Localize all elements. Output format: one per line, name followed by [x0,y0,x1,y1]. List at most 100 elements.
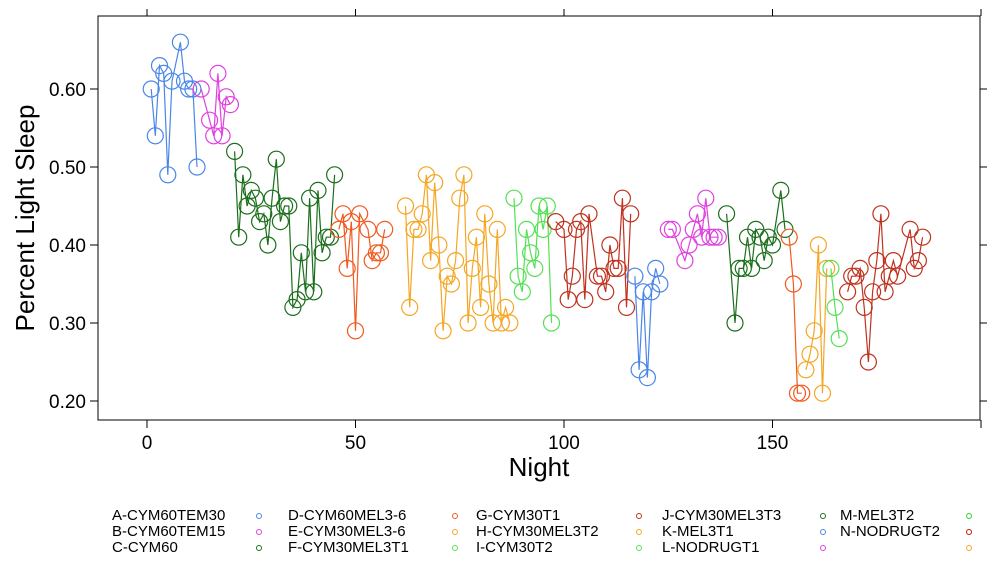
data-point [913,228,932,246]
legend-label: J-CYM30MEL3T3 [662,507,782,524]
data-point [188,158,206,176]
data-point [484,314,502,332]
legend-label: B-CYM60TEM15 [112,523,226,540]
series-line [847,213,924,363]
data-point [534,220,552,238]
data-point [505,189,523,207]
data-point [826,298,844,316]
legend-label: K-MEL3T1 [662,523,734,540]
data-point [205,127,223,145]
data-point [576,291,594,309]
data-point [497,298,515,316]
legend-item: F-CYM30MEL3T1 [288,540,464,556]
data-point [209,64,227,83]
x-tick-label: 0 [142,433,153,454]
x-axis-label: Night [509,452,570,482]
data-point [296,283,315,301]
data-point [521,244,540,262]
series-line [668,198,719,263]
data-point [747,220,765,238]
data-point [697,189,715,207]
data-point [601,236,619,254]
data-point [213,127,231,145]
y-tick-label: 0.40 [49,236,86,257]
data-point [396,197,415,215]
data-point [150,56,169,75]
data-point [759,228,777,246]
legend-symbol [256,545,262,551]
series-i-cym30t2 [822,259,848,348]
data-point [709,228,727,246]
series-layer [142,33,932,402]
data-point [401,298,419,316]
data-point [822,259,840,277]
series-line [555,198,632,308]
legend-label: M-MEL3T2 [840,507,915,524]
series-n-nodrugt2 [838,205,932,371]
data-point [447,252,465,270]
data-point [818,259,836,277]
data-point [163,72,181,90]
data-point [455,166,473,184]
series-line [200,73,231,136]
series-d-cym60mel3-6 [330,205,394,340]
series-line [338,211,386,331]
data-point [688,205,707,223]
legend-label: G-CYM30T1 [476,507,561,524]
data-point [863,283,882,301]
series-m-mel3t2 [780,228,811,402]
series-c-cym60 [226,142,344,316]
data-point [676,252,694,270]
data-point [909,252,928,270]
legend-label: E-CYM30MEL3-6 [288,523,406,540]
legend-item: H-CYM30MEL3T2 [476,524,648,540]
data-point [367,244,385,262]
data-point [513,283,531,301]
data-point [634,283,652,301]
data-point [772,181,790,199]
data-point [880,267,898,285]
data-point [463,259,481,277]
data-point [868,252,886,270]
data-point [663,220,682,238]
data-point [438,267,456,285]
data-point [555,220,573,238]
data-point [717,205,736,223]
data-point [617,298,636,316]
data-point [230,228,248,246]
data-point [376,220,394,238]
data-point [763,236,782,254]
data-point [659,220,677,238]
data-point [442,275,460,293]
series-f-cym30mel3t1 [505,189,561,332]
data-point [622,205,640,223]
data-point [626,267,644,285]
data-point [351,205,369,223]
legend-symbol [820,529,826,535]
data-point [309,181,327,199]
data-point [326,166,344,184]
data-point [680,236,698,254]
chart: 0 50 100 150 0.20 0.30 0.40 0.50 0.60 Night Perc… [10,9,987,482]
data-point [292,244,310,262]
legend-item: G-CYM30T1 [476,508,648,524]
legend-item: I-CYM30T2 [476,540,648,556]
data-point [313,244,331,262]
data-point [284,298,302,316]
axes: 0 50 100 150 0.20 0.30 0.40 0.50 0.60 [49,9,987,454]
legend-label: A-CYM60TEM30 [112,507,226,524]
legend-symbol [966,513,972,519]
x-tick-label: 150 [757,433,789,454]
data-point [797,361,815,379]
data-point [267,150,285,168]
series-g-cym30t1 [547,189,640,316]
legend-item: A-CYM60TEM30 [112,508,268,524]
data-point [271,213,289,231]
data-point [776,220,794,238]
data-point [751,228,769,246]
legend-symbol [452,529,458,535]
data-point [467,228,485,246]
y-axis-label: Percent Light Sleep [10,105,40,332]
series-e-cym30mel3-6 [396,166,519,340]
legend-symbol [966,529,972,535]
